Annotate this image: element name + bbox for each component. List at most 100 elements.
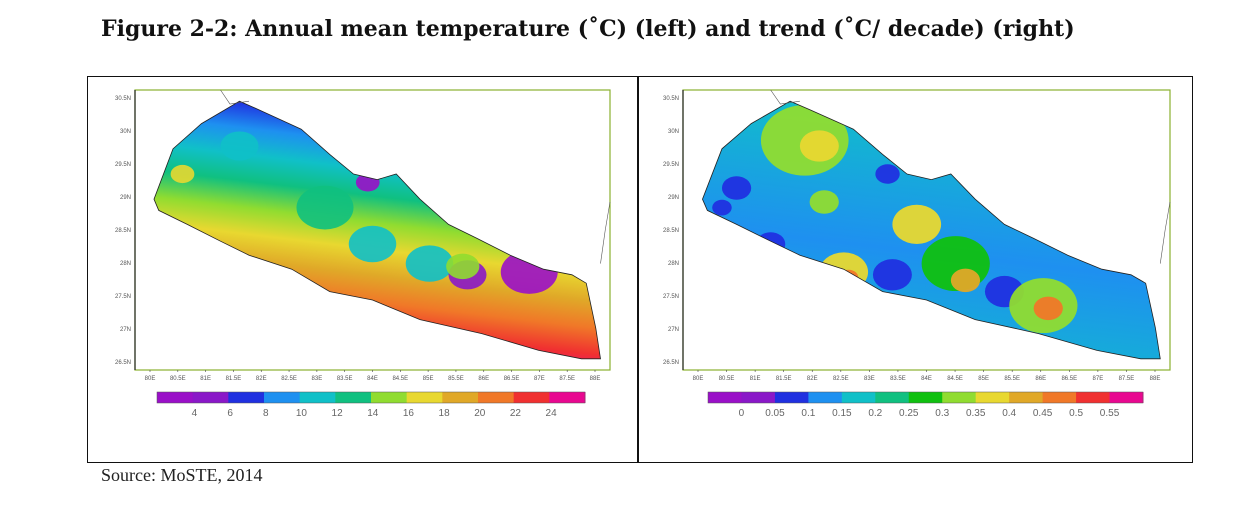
y-tick-label: 28.5N bbox=[663, 228, 679, 234]
x-tick-label: 84E bbox=[921, 376, 932, 382]
colorbar-swatch bbox=[808, 392, 843, 403]
colorbar-swatch bbox=[228, 392, 265, 403]
y-tick-label: 26.5N bbox=[115, 360, 131, 366]
colorbar-label: 0.05 bbox=[765, 408, 785, 419]
colorbar-label: 16 bbox=[403, 408, 415, 419]
y-tick-label: 27.5N bbox=[115, 294, 131, 300]
colorbar-swatch bbox=[975, 392, 1010, 403]
colorbar-swatch bbox=[442, 392, 479, 403]
temperature-trend-map: 80E 80.5E 81E 81.5E 82E 82.5E 83E 83.5E 84E 84.5E… bbox=[663, 89, 1171, 419]
x-tick-label: 85.5E bbox=[448, 376, 464, 382]
colorbar-label: 4 bbox=[192, 408, 198, 419]
colorbar: 4 6 8 10 12 14 16 18 20 22 24 bbox=[156, 391, 586, 419]
x-tick-label: 84E bbox=[367, 376, 378, 382]
x-tick-label: 83.5E bbox=[890, 376, 906, 382]
colorbar-swatch bbox=[708, 392, 742, 403]
x-tick-label: 82.5E bbox=[281, 376, 297, 382]
x-tick-label: 84.5E bbox=[947, 376, 963, 382]
x-tick-label: 85E bbox=[423, 376, 434, 382]
figure-title: Figure 2-2: Annual mean temperature (˚C)… bbox=[101, 16, 1075, 42]
colorbar-swatch bbox=[875, 392, 910, 403]
colorbar-label: 0.4 bbox=[1002, 408, 1016, 419]
colorbar-swatch bbox=[299, 392, 336, 403]
y-tick-label: 30.5N bbox=[663, 96, 679, 102]
y-tick-label: 30N bbox=[668, 129, 679, 135]
x-tick-label: 81.5E bbox=[776, 376, 792, 382]
colorbar-swatch bbox=[264, 392, 301, 403]
country-outline bbox=[702, 100, 1161, 360]
colorbar-label: 14 bbox=[367, 408, 379, 419]
x-tick-label: 86E bbox=[1035, 376, 1046, 382]
y-tick-label: 26.5N bbox=[663, 360, 679, 366]
x-tick-label: 85.5E bbox=[1004, 376, 1020, 382]
country-outline bbox=[153, 100, 601, 360]
x-tick-label: 83E bbox=[864, 376, 875, 382]
colorbar-swatch bbox=[1042, 392, 1077, 403]
colorbar: 0 0.05 0.1 0.15 0.2 0.25 0.3 0.35 0.4 0.45 0.5 0.55 bbox=[707, 391, 1144, 419]
x-tick-label: 87E bbox=[534, 376, 545, 382]
x-tick-label: 80E bbox=[145, 376, 156, 382]
x-tick-label: 86.5E bbox=[1061, 376, 1077, 382]
figure-frame bbox=[87, 76, 1193, 463]
colorbar-swatch bbox=[478, 392, 515, 403]
colorbar-swatch bbox=[1109, 392, 1144, 403]
x-tick-label: 88E bbox=[590, 376, 601, 382]
colorbar-swatch bbox=[549, 392, 586, 403]
x-tick-label: 84.5E bbox=[392, 376, 408, 382]
colorbar-swatch bbox=[335, 392, 372, 403]
x-tick-label: 86E bbox=[478, 376, 489, 382]
x-tick-label: 80E bbox=[693, 376, 704, 382]
y-tick-label: 30.5N bbox=[115, 96, 131, 102]
x-tick-label: 85E bbox=[978, 376, 989, 382]
colorbar-label: 0 bbox=[739, 408, 745, 419]
colorbar-label: 8 bbox=[263, 408, 269, 419]
y-tick-label: 27N bbox=[120, 327, 131, 333]
colorbar-swatch bbox=[741, 392, 776, 403]
colorbar-label: 0.5 bbox=[1069, 408, 1083, 419]
y-tick-label: 28N bbox=[668, 261, 679, 267]
figure-source: Source: MoSTE, 2014 bbox=[101, 465, 263, 485]
colorbar-swatch bbox=[192, 392, 229, 403]
colorbar-label: 0.1 bbox=[801, 408, 815, 419]
x-tick-label: 88E bbox=[1150, 376, 1161, 382]
x-tick-label: 87E bbox=[1093, 376, 1104, 382]
colorbar-label: 20 bbox=[474, 408, 486, 419]
colorbar-label: 0.25 bbox=[899, 408, 919, 419]
colorbar-label: 0.45 bbox=[1033, 408, 1053, 419]
colorbar-swatch bbox=[406, 392, 443, 403]
y-tick-label: 29.5N bbox=[663, 162, 679, 168]
x-tick-label: 83E bbox=[312, 376, 323, 382]
y-tick-label: 29N bbox=[668, 195, 679, 201]
colorbar-label: 18 bbox=[439, 408, 451, 419]
y-tick-label: 29.5N bbox=[115, 162, 131, 168]
x-tick-label: 87.5E bbox=[1119, 376, 1135, 382]
colorbar-label: 10 bbox=[296, 408, 308, 419]
x-tick-label: 81.5E bbox=[226, 376, 242, 382]
x-tick-label: 87.5E bbox=[559, 376, 575, 382]
y-tick-label: 27.5N bbox=[663, 294, 679, 300]
annual-mean-temperature-map: 80E 80.5E 81E 81.5E 82E 82.5E 83E 83.5E 84E 84.5E… bbox=[115, 89, 611, 419]
x-tick-label: 86.5E bbox=[504, 376, 520, 382]
x-tick-label: 80.5E bbox=[719, 376, 735, 382]
y-tick-label: 28N bbox=[120, 261, 131, 267]
colorbar-swatch bbox=[513, 392, 550, 403]
y-tick-label: 29N bbox=[120, 195, 131, 201]
colorbar-swatch bbox=[157, 392, 194, 403]
colorbar-label: 6 bbox=[227, 408, 233, 419]
x-tick-label: 80.5E bbox=[170, 376, 186, 382]
colorbar-swatch bbox=[371, 392, 408, 403]
colorbar-swatch bbox=[1076, 392, 1111, 403]
x-tick-label: 83.5E bbox=[337, 376, 353, 382]
y-tick-label: 27N bbox=[668, 327, 679, 333]
colorbar-label: 12 bbox=[332, 408, 344, 419]
x-tick-label: 82E bbox=[256, 376, 267, 382]
colorbar-label: 24 bbox=[546, 408, 558, 419]
x-tick-label: 81E bbox=[750, 376, 761, 382]
y-tick-label: 30N bbox=[120, 129, 131, 135]
colorbar-label: 22 bbox=[510, 408, 522, 419]
colorbar-swatch bbox=[841, 392, 876, 403]
colorbar-swatch bbox=[1009, 392, 1044, 403]
colorbar-swatch bbox=[942, 392, 977, 403]
colorbar-label: 0.15 bbox=[832, 408, 852, 419]
